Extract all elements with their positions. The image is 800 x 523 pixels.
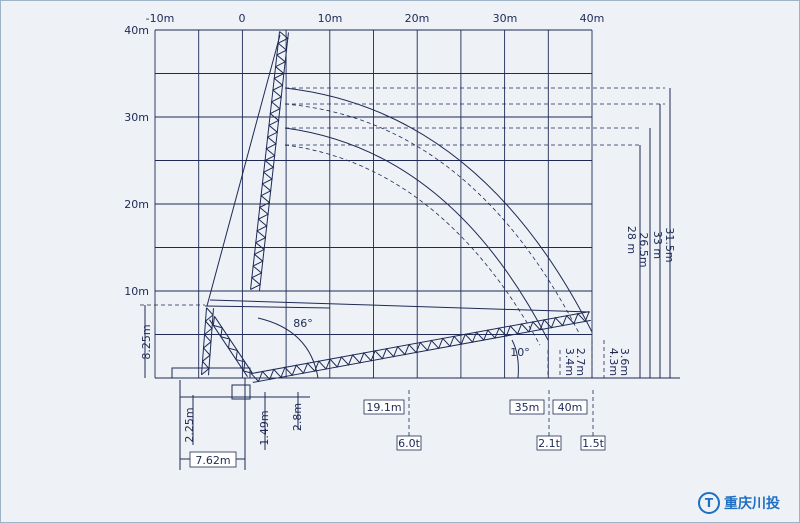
logo-icon <box>698 492 720 514</box>
jib-lattice <box>212 316 253 374</box>
jib-lattice <box>250 311 590 383</box>
label-box <box>536 435 562 451</box>
height: 28 m <box>625 226 638 254</box>
x-axis-label: 30m <box>493 12 518 25</box>
angle: 10° <box>510 346 530 359</box>
jib-chord <box>252 319 591 383</box>
tip-height: 2.7m <box>574 348 587 376</box>
counterweight <box>231 384 251 400</box>
jib-chord <box>258 32 289 291</box>
dimension: 2.8m <box>291 403 304 431</box>
tie <box>209 299 591 313</box>
label-box <box>580 435 606 451</box>
logo-icon: T <box>705 496 714 510</box>
trajectory <box>284 127 549 341</box>
x-axis-label: -10m <box>146 12 175 25</box>
tip-height: 3.6m <box>618 348 631 376</box>
x-axis-label: 20m <box>405 12 430 25</box>
height: 31.5m <box>663 227 676 262</box>
load: 2.1t <box>538 437 560 450</box>
crane <box>140 31 680 470</box>
label-box <box>396 435 422 451</box>
base <box>171 367 251 379</box>
trajectory <box>284 87 593 333</box>
jib-chord <box>214 316 253 374</box>
dimension: 1.49m <box>258 410 271 445</box>
trajectory <box>284 144 541 346</box>
trajectory <box>511 339 519 379</box>
x-axis-label: 40m <box>580 12 605 25</box>
tip-height: 3.4m <box>563 348 576 376</box>
y-axis-label: 20m <box>124 198 149 211</box>
x-axis-label: 0 <box>239 12 246 25</box>
height: 33 m <box>651 231 664 259</box>
radius: 19.1m <box>366 401 401 414</box>
jib-lattice <box>201 307 214 376</box>
tip-height: 4.3m <box>607 348 620 376</box>
label-box <box>509 399 545 415</box>
height: 26.5m <box>637 232 650 267</box>
jib-chord <box>201 307 208 375</box>
logo: 重庆川投 <box>724 495 780 512</box>
angle: 86° <box>293 317 313 330</box>
load: 6.0t <box>398 437 420 450</box>
load: 1.5t <box>582 437 604 450</box>
radius: 40m <box>558 401 583 414</box>
jib-lattice <box>250 31 289 290</box>
x-axis-label: 10m <box>318 12 343 25</box>
tie <box>204 305 331 309</box>
y-axis-label: 30m <box>124 111 149 124</box>
label-box <box>363 399 405 415</box>
dimension: 2.25m <box>183 407 196 442</box>
dimension: 8.25m <box>140 324 153 359</box>
label-box <box>552 399 588 415</box>
trajectory <box>257 317 319 379</box>
radius: 35m <box>515 401 540 414</box>
y-axis-label: 10m <box>124 285 149 298</box>
y-axis-label: 40m <box>124 24 149 37</box>
tie <box>206 34 281 307</box>
label-box <box>189 451 237 468</box>
trajectory <box>284 103 581 336</box>
dimension: 7.62m <box>195 454 230 467</box>
